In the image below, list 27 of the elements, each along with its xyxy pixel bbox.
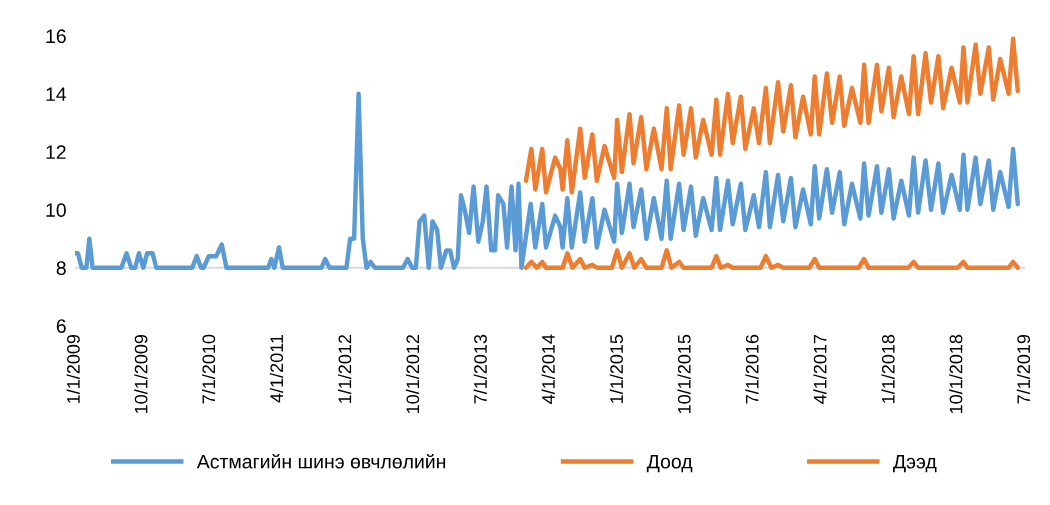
x-tick-label: 10/1/2009 bbox=[134, 334, 148, 413]
x-tick-label: 10/1/2015 bbox=[677, 334, 691, 413]
line-series bbox=[523, 36, 1020, 195]
x-tick-label: 10/1/2012 bbox=[405, 334, 420, 413]
x-tick-label: 4/1/2014 bbox=[541, 334, 555, 404]
x-tick-label: 10/1/2018 bbox=[949, 334, 963, 413]
y-tick-label: 14 bbox=[46, 87, 67, 101]
y-tick-label: 10 bbox=[46, 203, 66, 218]
line-series bbox=[523, 248, 1020, 270]
legend-label: Доод bbox=[646, 454, 693, 473]
legend-label: Астмагийн шинэ өвчлөлийн bbox=[196, 453, 446, 469]
y-tick-label: 16 bbox=[46, 29, 66, 44]
y-tick-label: 6 bbox=[56, 319, 66, 333]
y-tick-label: 8 bbox=[56, 261, 66, 275]
x-tick-label: 7/1/2013 bbox=[473, 334, 487, 404]
line-series bbox=[74, 91, 1020, 270]
x-tick-label: 1/1/2012 bbox=[338, 334, 352, 403]
x-tick-label: 1/1/2015 bbox=[609, 334, 623, 403]
x-tick-label: 7/1/2010 bbox=[201, 334, 216, 404]
x-tick-label: 7/1/2019 bbox=[1016, 334, 1031, 404]
x-tick-label: 4/1/2011 bbox=[269, 334, 284, 403]
x-tick-label: 7/1/2016 bbox=[745, 334, 759, 404]
x-tick-label: 1/1/2018 bbox=[881, 334, 895, 403]
x-tick-label: 4/1/2017 bbox=[813, 334, 827, 404]
x-tick-label: 1/1/2009 bbox=[66, 334, 80, 403]
legend-label: Дээд bbox=[893, 454, 937, 473]
y-tick-label: 12 bbox=[46, 145, 66, 159]
